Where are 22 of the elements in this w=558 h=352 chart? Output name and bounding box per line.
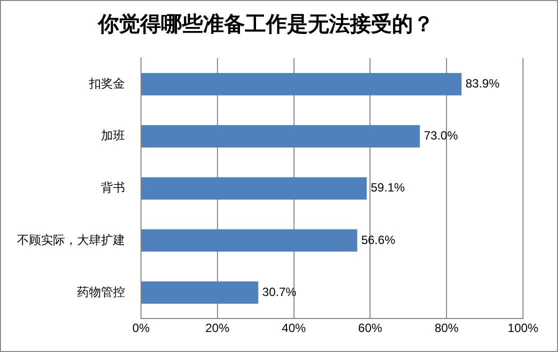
data-label: 59.1%	[370, 180, 406, 195]
x-tick-label: 80%	[434, 321, 459, 336]
x-tick-label: 0%	[132, 321, 150, 336]
x-tick-label: 100%	[508, 321, 539, 336]
bar	[142, 229, 358, 252]
x-tick-label: 40%	[282, 321, 306, 336]
x-tick-label: 60%	[358, 321, 383, 336]
data-label: 73.0%	[424, 128, 458, 143]
chart-title: 你觉得哪些准备工作是无法接受的？	[97, 12, 434, 36]
data-label: 30.7%	[262, 284, 297, 299]
bar	[142, 125, 420, 148]
data-label: 56.6%	[361, 232, 396, 247]
y-tick-label: 背书	[101, 180, 125, 195]
bar	[142, 281, 258, 304]
y-tick-label: 扣奖金	[88, 76, 125, 91]
y-tick-label: 不顾实际，大肆扩建	[17, 232, 125, 247]
y-tick-label: 药物管控	[77, 284, 125, 299]
x-tick-label: 20%	[205, 321, 230, 336]
bar	[142, 73, 462, 96]
bar	[142, 177, 367, 200]
y-tick-label: 加班	[101, 128, 125, 143]
data-label: 83.9%	[466, 76, 500, 91]
